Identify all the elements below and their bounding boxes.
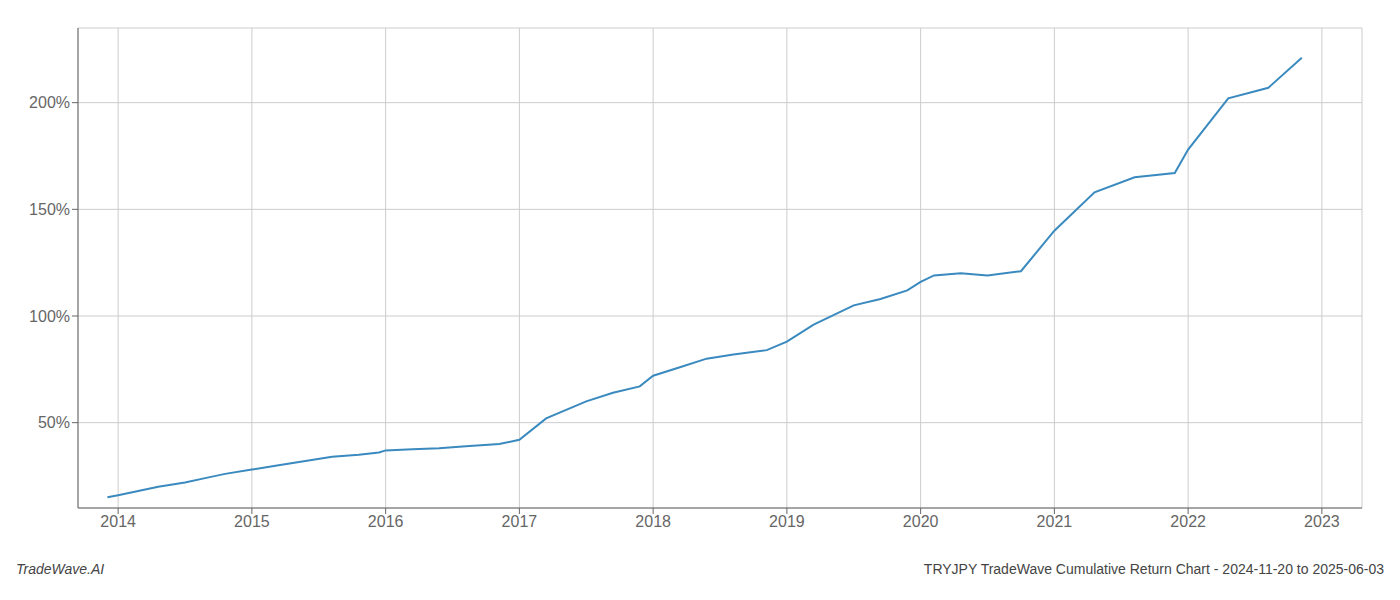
svg-text:150%: 150%: [29, 201, 70, 218]
svg-text:2017: 2017: [502, 513, 538, 530]
svg-text:100%: 100%: [29, 308, 70, 325]
svg-text:2015: 2015: [234, 513, 270, 530]
svg-text:200%: 200%: [29, 94, 70, 111]
svg-text:2018: 2018: [635, 513, 671, 530]
svg-text:2023: 2023: [1304, 513, 1340, 530]
svg-text:2016: 2016: [368, 513, 404, 530]
svg-text:2022: 2022: [1170, 513, 1206, 530]
svg-text:2020: 2020: [903, 513, 939, 530]
svg-text:2021: 2021: [1037, 513, 1073, 530]
html-text:TradeWave.AI: TradeWave.AI: [16, 561, 105, 577]
svg-text:50%: 50%: [38, 414, 70, 431]
svg-text:2019: 2019: [769, 513, 805, 530]
html-text:TRYJPY TradeWave Cumulative Re: TRYJPY TradeWave Cumulative Return Chart…: [923, 561, 1384, 577]
svg-text:2014: 2014: [100, 513, 136, 530]
